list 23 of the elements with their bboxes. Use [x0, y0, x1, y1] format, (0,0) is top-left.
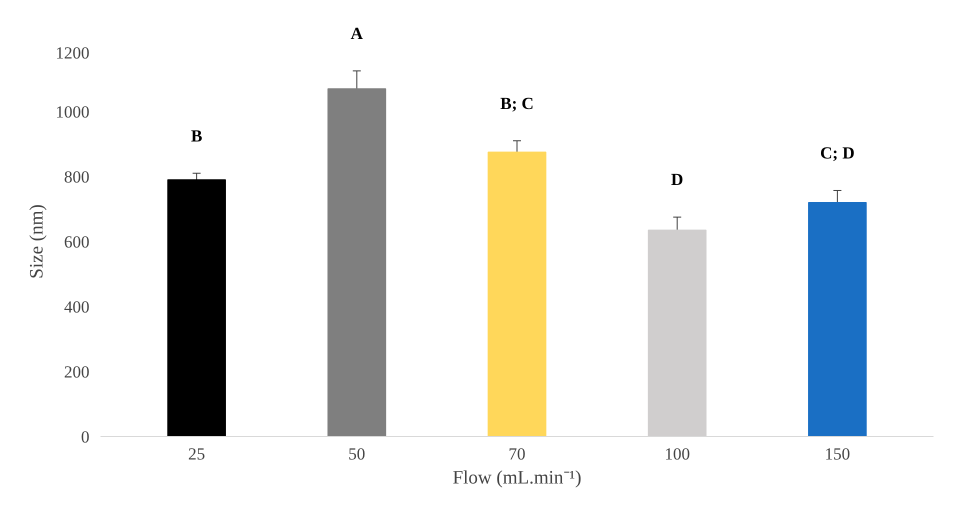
annotation: B; C	[500, 94, 534, 113]
x-tick-label: 50	[348, 444, 366, 464]
x-tick-label: 70	[508, 444, 526, 464]
y-tick-label: 600	[64, 232, 90, 252]
x-tick-label: 150	[824, 444, 850, 464]
bar	[327, 88, 386, 436]
bar	[488, 152, 546, 436]
y-tick-label: 800	[64, 168, 90, 186]
annotation: D	[671, 170, 684, 190]
x-axis-title: Flow (mL.min⁻¹)	[452, 468, 582, 488]
y-tick-label: 0	[81, 428, 90, 446]
annotation: B	[190, 126, 202, 146]
x-tick-label: 25	[188, 444, 206, 464]
bar	[808, 202, 867, 436]
bar	[167, 179, 226, 436]
y-tick-label: 1200	[56, 44, 90, 62]
annotation: C; D	[820, 143, 855, 162]
y-tick-label: 400	[64, 298, 90, 316]
y-tick-label: 1000	[56, 102, 90, 122]
y-tick-label: 200	[64, 362, 90, 382]
x-tick-label: 100	[664, 444, 690, 464]
y-axis-title: Size (nm)	[26, 204, 48, 279]
text: A	[350, 24, 364, 43]
